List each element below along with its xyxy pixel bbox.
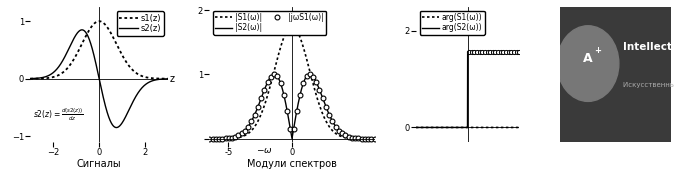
- s1(z): [171, 78, 179, 80]
- s1(z): [23, 78, 31, 80]
- arg(S2(ω)): [417, 126, 425, 128]
- |S2(ω)|: [377, 138, 385, 140]
- |S2(ω)|: [339, 133, 347, 135]
- |S2(ω)|: [372, 138, 380, 140]
- arg(S1(ω)): [515, 126, 523, 128]
- Circle shape: [557, 26, 619, 101]
- arg(S2(ω)): [464, 51, 472, 53]
- |S2(ω)|: [199, 138, 207, 140]
- arg(S2(ω)): [459, 126, 467, 128]
- |S2(ω)|: [372, 138, 380, 140]
- s2(z): [113, 127, 121, 129]
- arg(S1(ω)): [512, 126, 520, 128]
- arg(S2(ω)): [512, 51, 520, 53]
- s2(z): [23, 78, 31, 80]
- |S1(ω)|: [339, 136, 347, 138]
- Line: |jωS1(ω)|: |jωS1(ω)|: [207, 72, 377, 141]
- Legend: |S1(ω)|, |S2(ω)|, |jωS1(ω)|: |S1(ω)|, |S2(ω)|, |jωS1(ω)|: [213, 11, 326, 35]
- arg(S2(ω)): [412, 126, 420, 128]
- arg(S1(ω)): [462, 126, 470, 128]
- |jωS1(ω)|: [315, 89, 324, 91]
- s1(z): [95, 20, 103, 22]
- Line: |S2(ω)|: |S2(ω)|: [203, 74, 381, 139]
- s2(z): [89, 50, 97, 52]
- s2(z): [142, 83, 150, 86]
- s1(z): [93, 21, 101, 23]
- |S1(ω)|: [372, 138, 380, 140]
- arg(S2(ω)): [512, 51, 520, 53]
- |S1(ω)|: [286, 26, 294, 28]
- s2(z): [171, 78, 179, 80]
- |S1(ω)|: [377, 138, 385, 140]
- arg(S2(ω)): [515, 51, 523, 53]
- |S2(ω)|: [270, 73, 278, 75]
- |jωS1(ω)|: [361, 138, 369, 140]
- X-axis label: Модули спектров: Модули спектров: [247, 159, 337, 169]
- Text: Искусственный разум: Искусственный разум: [623, 82, 674, 88]
- Text: Intellect.lcu: Intellect.lcu: [623, 42, 674, 52]
- |S1(ω)|: [281, 34, 289, 36]
- arg(S1(ω)): [412, 126, 420, 128]
- |jωS1(ω)|: [306, 73, 314, 75]
- Line: arg(S2(ω)): arg(S2(ω)): [416, 52, 519, 127]
- arg(S1(ω)): [417, 126, 425, 128]
- arg(S1(ω)): [493, 126, 501, 128]
- Line: |S1(ω)|: |S1(ω)|: [203, 26, 381, 139]
- arg(S1(ω)): [459, 126, 467, 128]
- |S1(ω)|: [288, 25, 296, 27]
- |S1(ω)|: [372, 138, 380, 140]
- Line: s2(z): s2(z): [19, 30, 179, 128]
- |jωS1(ω)|: [264, 81, 272, 83]
- Line: s1(z): s1(z): [19, 21, 179, 79]
- Legend: s1(z), s2(z): s1(z), s2(z): [117, 11, 164, 36]
- arg(S2(ω)): [493, 51, 501, 53]
- s2(z): [93, 68, 101, 70]
- s2(z): [171, 78, 179, 80]
- |S2(ω)|: [286, 124, 294, 126]
- s1(z): [15, 78, 23, 80]
- s1(z): [89, 24, 97, 26]
- Text: $s2(z) = \frac{d(s2(z))}{dz}$: $s2(z) = \frac{d(s2(z))}{dz}$: [32, 106, 84, 123]
- Legend: arg(S1(ω)), arg(S2(ω)): arg(S1(ω)), arg(S2(ω)): [420, 11, 485, 35]
- s1(z): [171, 78, 179, 80]
- Text: z: z: [169, 74, 174, 84]
- X-axis label: Сигналы: Сигналы: [77, 159, 121, 169]
- |S1(ω)|: [199, 138, 207, 140]
- s1(z): [175, 78, 183, 80]
- Text: $-\omega$: $-\omega$: [255, 146, 272, 155]
- Text: +: +: [594, 45, 601, 55]
- s2(z): [175, 78, 183, 80]
- |jωS1(ω)|: [309, 76, 317, 78]
- |jωS1(ω)|: [371, 138, 379, 140]
- |S2(ω)|: [281, 98, 289, 101]
- |S1(ω)|: [208, 138, 216, 140]
- arg(S1(ω)): [512, 126, 520, 128]
- s2(z): [78, 29, 86, 31]
- s2(z): [15, 78, 23, 80]
- Text: A: A: [583, 52, 593, 65]
- |jωS1(ω)|: [206, 138, 214, 140]
- |S2(ω)|: [208, 138, 216, 140]
- |jωS1(ω)|: [218, 137, 226, 140]
- |jωS1(ω)|: [283, 110, 291, 112]
- s1(z): [142, 76, 150, 78]
- arg(S2(ω)): [462, 126, 470, 128]
